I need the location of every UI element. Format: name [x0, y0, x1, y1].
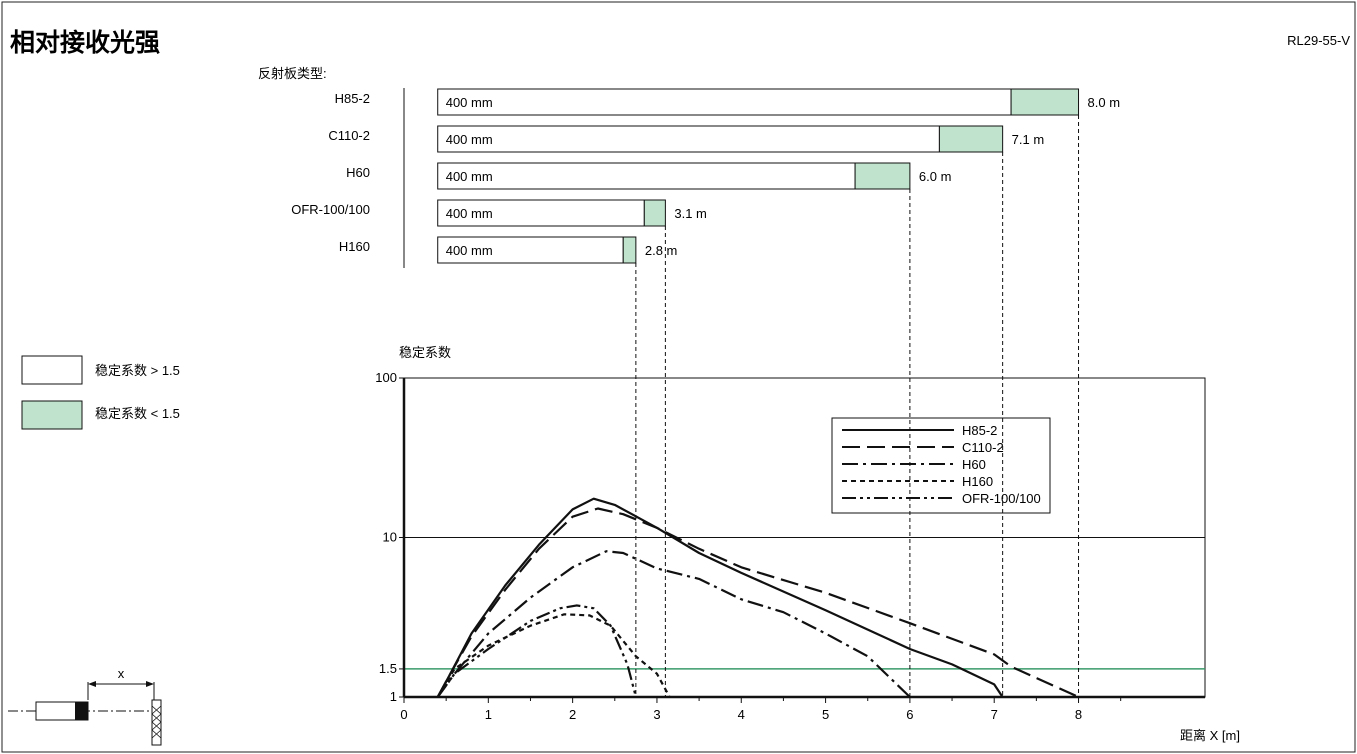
reflector-name: C110-2 — [328, 128, 370, 143]
range-bar-unstable — [1010, 88, 1080, 116]
range-bar-end-label: 6.0 m — [919, 169, 952, 184]
range-bar-end-label: 2.8 m — [645, 243, 678, 258]
x-tick-label: 5 — [822, 707, 829, 722]
series-line-h85-2 — [436, 497, 1004, 698]
range-bar-stable — [437, 162, 856, 190]
range-bar-end-label: 8.0 m — [1088, 95, 1121, 110]
x-axis-title: 距离 X [m] — [1180, 728, 1240, 743]
legend-box-unstable: 稳定系数 < 1.5 — [21, 400, 180, 430]
legend-entry: C110-2 — [962, 440, 1004, 455]
range-bar-start-label: 400 mm — [446, 132, 493, 147]
reflector-name: H60 — [346, 165, 370, 180]
y-axis-title: 稳定系数 — [399, 345, 451, 360]
range-bar-end-label: 7.1 m — [1012, 132, 1045, 147]
series-line-c110-2 — [436, 507, 1079, 699]
reflector-name: OFR-100/100 — [291, 202, 370, 217]
range-bar-unstable — [622, 236, 637, 264]
y-tick-label: 1.5 — [379, 661, 397, 676]
legend-entry: H160 — [962, 474, 993, 489]
legend-box-label: 稳定系数 < 1.5 — [95, 406, 180, 421]
legend-swatch-green — [21, 400, 83, 430]
legend-box-stable: 稳定系数 > 1.5 — [21, 355, 180, 385]
sensor-schematic-icon: x — [8, 666, 162, 746]
range-bar-start-label: 400 mm — [446, 169, 493, 184]
range-bar-stable — [437, 88, 1012, 116]
x-tick-label: 8 — [1075, 707, 1082, 722]
series-line-h60 — [436, 550, 911, 698]
range-bar-start-label: 400 mm — [446, 206, 493, 221]
legend-entry: H85-2 — [962, 423, 997, 438]
series-line-ofr-100-100 — [436, 604, 637, 698]
x-tick-label: 7 — [991, 707, 998, 722]
x-tick-label: 2 — [569, 707, 576, 722]
range-bar-start-label: 400 mm — [446, 95, 493, 110]
page-title: 相对接收光强 — [10, 29, 160, 57]
figure-code: RL29-55-V — [1287, 33, 1350, 48]
y-tick-label: 1 — [390, 689, 397, 704]
range-bar-unstable — [938, 125, 1004, 153]
range-bar-stable — [437, 125, 940, 153]
reflector-name: H85-2 — [335, 91, 370, 106]
range-bar-start-label: 400 mm — [446, 243, 493, 258]
legend-entry: OFR-100/100 — [962, 491, 1041, 506]
x-tick-label: 3 — [653, 707, 660, 722]
range-bar-unstable — [854, 162, 911, 190]
legend-entry: H60 — [962, 457, 986, 472]
reflector-name: H160 — [339, 239, 370, 254]
legend-swatch-white — [21, 355, 83, 385]
y-tick-label: 100 — [375, 370, 397, 385]
guide-lines — [635, 115, 1080, 697]
x-tick-label: 4 — [738, 707, 745, 722]
y-tick-label: 10 — [383, 530, 397, 545]
x-tick-label: 1 — [485, 707, 492, 722]
x-tick-label: 0 — [400, 707, 407, 722]
x-tick-label: 6 — [906, 707, 913, 722]
range-bars: H85-2 400 mm 8.0 m C110-2 400 mm 7.1 m H60 400 … — [291, 88, 1121, 264]
plot-area: 0 1 2 3 4 5 6 7 8100101.51H85-2C110-2H60H160OFR-… — [375, 370, 1206, 722]
distance-x-label: x — [118, 666, 125, 681]
reflector-header: 反射板类型: — [258, 66, 327, 81]
range-bar-unstable — [643, 199, 666, 227]
series-line-h160 — [436, 613, 671, 698]
range-bar-end-label: 3.1 m — [674, 206, 707, 221]
range-bar-stable — [437, 199, 645, 227]
legend-box-label: 稳定系数 > 1.5 — [95, 363, 180, 378]
